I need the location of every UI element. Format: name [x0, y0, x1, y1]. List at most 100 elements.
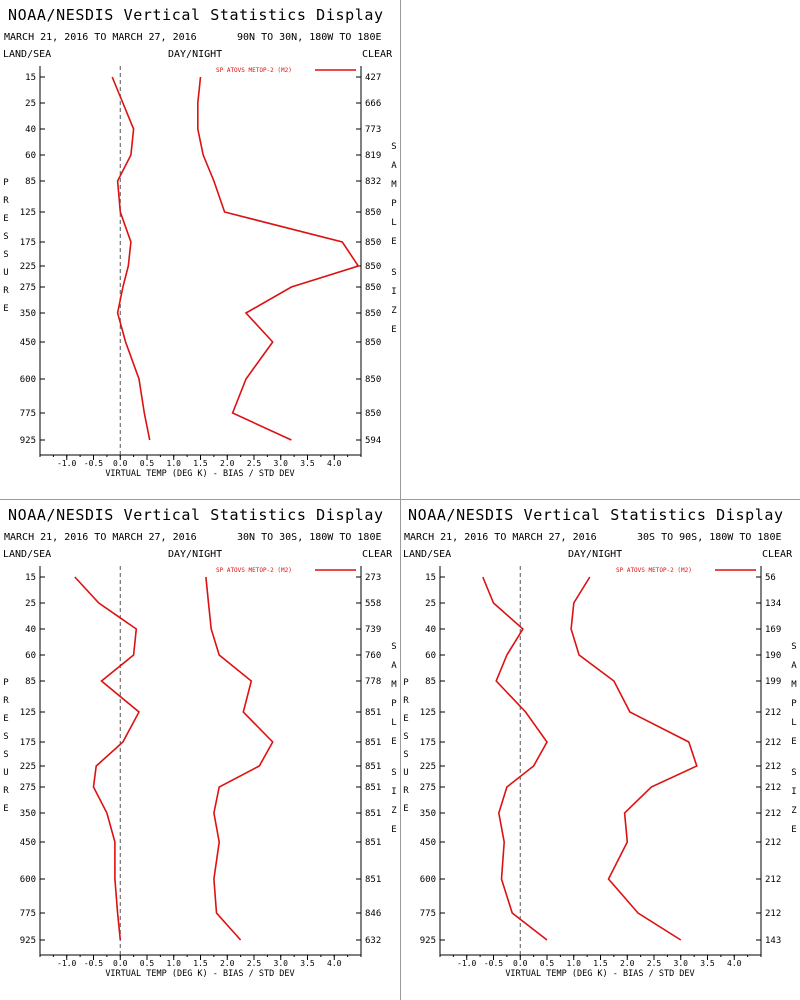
region-label: 30N TO 30S, 180W TO 180E: [237, 532, 382, 543]
sample-size-label: 212: [765, 875, 781, 885]
date-range: MARCH 21, 2016 TO MARCH 27, 2016: [4, 32, 197, 43]
svg-text:L: L: [391, 218, 396, 228]
x-tick-label: 0.0: [113, 459, 128, 468]
sample-size-label: 851: [365, 875, 381, 885]
svg-text:Z: Z: [791, 806, 797, 816]
pressure-tick-label: 350: [20, 309, 36, 319]
pressure-tick-label: 85: [425, 677, 436, 687]
x-tick-label: 1.0: [167, 959, 182, 968]
bias-series-line: [482, 576, 548, 941]
sample-size-label: 56: [765, 573, 776, 583]
clear-label: CLEAR: [762, 549, 793, 560]
x-tick-label: 0.5: [140, 959, 155, 968]
panel-divider-vertical: [400, 0, 401, 1000]
svg-text:E: E: [391, 737, 396, 747]
svg-text:E: E: [391, 325, 396, 335]
sample-size-label: 594: [365, 436, 381, 446]
x-tick-label: 1.5: [193, 959, 208, 968]
x-tick-label: -0.5: [484, 959, 503, 968]
x-tick-label: 1.0: [167, 459, 182, 468]
sample-size-label: 273: [365, 573, 381, 583]
sample-size-label: 850: [365, 338, 381, 348]
sample-size-label: 190: [765, 651, 781, 661]
pressure-tick-label: 25: [25, 99, 36, 109]
x-tick-label: -0.5: [84, 959, 103, 968]
svg-text:U: U: [3, 268, 8, 278]
svg-text:M: M: [791, 680, 797, 690]
svg-text:E: E: [3, 714, 8, 724]
svg-text:R: R: [403, 786, 409, 796]
svg-text:S: S: [403, 750, 408, 760]
svg-text:E: E: [403, 714, 408, 724]
svg-text:U: U: [3, 768, 8, 778]
clear-label: CLEAR: [362, 49, 393, 60]
x-tick-label: 3.0: [674, 959, 689, 968]
chart-title: NOAA/NESDIS Vertical Statistics Display: [408, 506, 784, 524]
svg-text:E: E: [791, 737, 796, 747]
x-tick-label: 3.5: [300, 959, 315, 968]
std-dev-series-line: [205, 576, 274, 941]
pressure-tick-label: 450: [20, 838, 36, 848]
svg-text:S: S: [3, 750, 8, 760]
pressure-tick-label: 15: [25, 73, 36, 83]
x-tick-label: 2.0: [220, 459, 235, 468]
pressure-tick-label: 85: [25, 677, 36, 687]
x-tick-label: 2.5: [647, 959, 662, 968]
pressure-tick-label: 225: [420, 762, 436, 772]
svg-text:S: S: [791, 768, 796, 778]
svg-text:Z: Z: [391, 306, 397, 316]
svg-text:E: E: [3, 304, 8, 314]
sample-size-label: 819: [365, 151, 381, 161]
x-tick-label: -1.0: [57, 459, 76, 468]
pressure-tick-label: 175: [420, 738, 436, 748]
svg-text:S: S: [391, 268, 396, 278]
std-dev-series-line: [197, 76, 360, 441]
pressure-tick-label: 40: [25, 625, 36, 635]
sample-size-label: 199: [765, 677, 781, 687]
x-axis-label: VIRTUAL TEMP (DEG K) - BIAS / STD DEV: [105, 969, 294, 979]
x-tick-label: 2.5: [247, 959, 262, 968]
pressure-tick-label: 15: [425, 573, 436, 583]
x-tick-label: 3.0: [274, 459, 289, 468]
svg-text:P: P: [791, 699, 797, 709]
svg-text:P: P: [3, 178, 9, 188]
sample-size-label: 778: [365, 677, 381, 687]
chart-svg: NOAA/NESDIS Vertical Statistics Display M…: [3, 6, 397, 479]
sample-size-label: 212: [765, 809, 781, 819]
sample-size-label: 850: [365, 375, 381, 385]
sample-size-label: 169: [765, 625, 781, 635]
pressure-tick-label: 925: [20, 436, 36, 446]
svg-text:E: E: [391, 237, 396, 247]
svg-text:R: R: [403, 696, 409, 706]
pressure-tick-label: 600: [420, 875, 436, 885]
svg-text:S: S: [403, 732, 408, 742]
x-tick-label: 2.0: [220, 959, 235, 968]
sample-size-label: 850: [365, 208, 381, 218]
sample-size-label: 212: [765, 783, 781, 793]
sample-size-label: 832: [365, 177, 381, 187]
sample-size-label: 666: [365, 99, 381, 109]
x-tick-label: 4.0: [327, 459, 342, 468]
sample-size-label: 134: [765, 599, 781, 609]
sample-size-label: 846: [365, 909, 381, 919]
svg-text:R: R: [3, 286, 9, 296]
x-tick-label: -1.0: [57, 959, 76, 968]
date-range: MARCH 21, 2016 TO MARCH 27, 2016: [4, 532, 197, 543]
chart-svg: NOAA/NESDIS Vertical Statistics Display M…: [403, 506, 797, 979]
x-tick-label: 4.0: [327, 959, 342, 968]
pressure-tick-label: 600: [20, 375, 36, 385]
svg-text:A: A: [791, 661, 797, 671]
sample-size-label: 851: [365, 762, 381, 772]
pressure-tick-label: 40: [425, 625, 436, 635]
sample-size-label: 558: [365, 599, 381, 609]
legend-label: SP ATOVS METOP-2 (M2): [616, 567, 692, 574]
pressure-tick-label: 925: [20, 936, 36, 946]
svg-text:S: S: [391, 142, 396, 152]
sample-size-label: 851: [365, 738, 381, 748]
pressure-tick-label: 60: [25, 151, 36, 161]
pressure-tick-label: 25: [425, 599, 436, 609]
pressure-tick-label: 450: [420, 838, 436, 848]
svg-text:I: I: [391, 287, 396, 297]
